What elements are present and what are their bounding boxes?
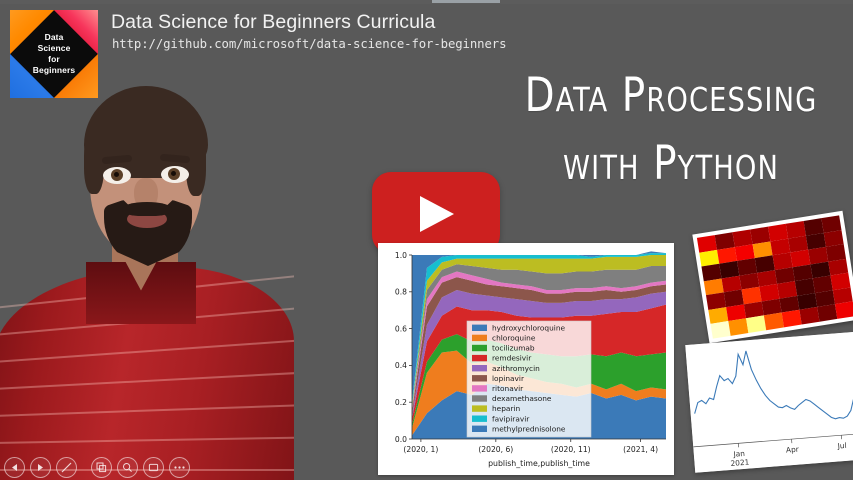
logo-line-1: Data — [44, 32, 64, 42]
stacked-area-chart: 0.0 0.2 0.4 0.6 0.8 1.0 (2020, 1) (2020, 6) (202… — [378, 243, 674, 475]
heatmap-cell — [781, 310, 802, 328]
svg-text:heparin: heparin — [492, 404, 521, 413]
page-title: Data Science for Beginners Curricula — [111, 11, 436, 33]
screen-button[interactable] — [143, 456, 164, 478]
svg-text:(2020, 6): (2020, 6) — [478, 445, 513, 454]
heatmap-grid — [696, 215, 853, 339]
course-logo: Data Science for Beginners — [10, 10, 98, 98]
presenter-hair-left — [84, 130, 104, 194]
presenter-video — [0, 52, 294, 480]
svg-text:lopinavir: lopinavir — [492, 374, 525, 383]
triangle-right-icon — [38, 463, 43, 471]
pen-annotation-button[interactable] — [56, 456, 77, 478]
svg-text:methylprednisolone: methylprednisolone — [492, 424, 566, 433]
svg-text:0.2: 0.2 — [395, 398, 407, 407]
svg-text:1.0: 1.0 — [395, 251, 407, 260]
presenter-pupil-left — [114, 172, 119, 177]
more-options-button[interactable] — [169, 456, 190, 478]
heatmap-cell — [817, 304, 838, 322]
heatmap-cell — [746, 315, 767, 333]
svg-text:dexamethasone: dexamethasone — [492, 394, 552, 403]
svg-text:ritonavir: ritonavir — [492, 384, 524, 393]
play-triangle-icon — [420, 196, 454, 232]
presenter-moustache — [122, 202, 172, 216]
slide-heading-line1: Data Processing — [524, 68, 818, 123]
svg-text:Jul: Jul — [836, 441, 847, 451]
svg-text:2021: 2021 — [730, 458, 750, 468]
ellipsis-icon — [174, 465, 185, 469]
triangle-left-icon — [12, 463, 17, 471]
slide-overview-button[interactable] — [91, 456, 112, 478]
logo-line-2: Science — [37, 43, 71, 53]
svg-text:0.6: 0.6 — [395, 324, 407, 333]
presenter-pupil-right — [171, 171, 176, 176]
svg-text:publish_time,publish_time: publish_time,publish_time — [488, 459, 590, 468]
svg-text:Jan: Jan — [732, 449, 745, 459]
svg-text:(2020, 1): (2020, 1) — [403, 445, 438, 454]
heatmap-cell — [799, 307, 820, 325]
logo-line-4: Beginners — [32, 65, 76, 75]
heatmap-figure — [692, 210, 853, 344]
svg-text:chloroquine: chloroquine — [492, 334, 536, 343]
heatmap-cell — [835, 301, 853, 319]
repository-url[interactable]: http://github.com/microsoft/data-science… — [112, 37, 507, 51]
svg-text:0.4: 0.4 — [395, 361, 407, 370]
pen-slash-icon — [61, 462, 72, 472]
svg-text:(2020, 11): (2020, 11) — [551, 445, 591, 454]
svg-text:remdesivir: remdesivir — [492, 354, 532, 363]
progress-fill — [432, 0, 500, 3]
zoom-button[interactable] — [117, 456, 138, 478]
grid-copy-icon — [96, 462, 107, 472]
svg-text:hydroxychloroquine: hydroxychloroquine — [492, 323, 565, 332]
slide-heading: Data Processing with Python — [509, 62, 833, 198]
presenter-hair-right — [186, 130, 206, 196]
heatmap-cell — [710, 321, 731, 339]
logo-text: Data Science for Beginners — [10, 10, 98, 98]
heatmap-cell — [728, 318, 749, 336]
svg-text:0.8: 0.8 — [395, 288, 407, 297]
line-chart-figure: Jan 2021 Apr Jul — [685, 331, 853, 473]
play-pause-button[interactable] — [30, 456, 51, 478]
area-chart-svg: 0.0 0.2 0.4 0.6 0.8 1.0 (2020, 1) (2020, 6) (202… — [395, 251, 666, 468]
svg-text:(2021, 4): (2021, 4) — [623, 445, 658, 454]
svg-text:tocilizumab: tocilizumab — [492, 344, 535, 353]
svg-text:0.0: 0.0 — [395, 435, 407, 444]
magnifier-icon — [123, 462, 132, 472]
svg-text:azithromycin: azithromycin — [492, 364, 540, 373]
logo-line-3: for — [48, 54, 60, 64]
svg-text:favipiravir: favipiravir — [492, 414, 530, 423]
player-controls — [4, 456, 190, 478]
play-video-button[interactable] — [372, 172, 500, 254]
svg-text:Apr: Apr — [786, 445, 800, 455]
heatmap-cell — [763, 312, 784, 331]
presentation-progress-bar[interactable] — [0, 0, 853, 4]
slide-heading-line2: with Python — [562, 136, 780, 191]
rectangle-icon — [148, 463, 159, 471]
previous-slide-button[interactable] — [4, 456, 25, 478]
